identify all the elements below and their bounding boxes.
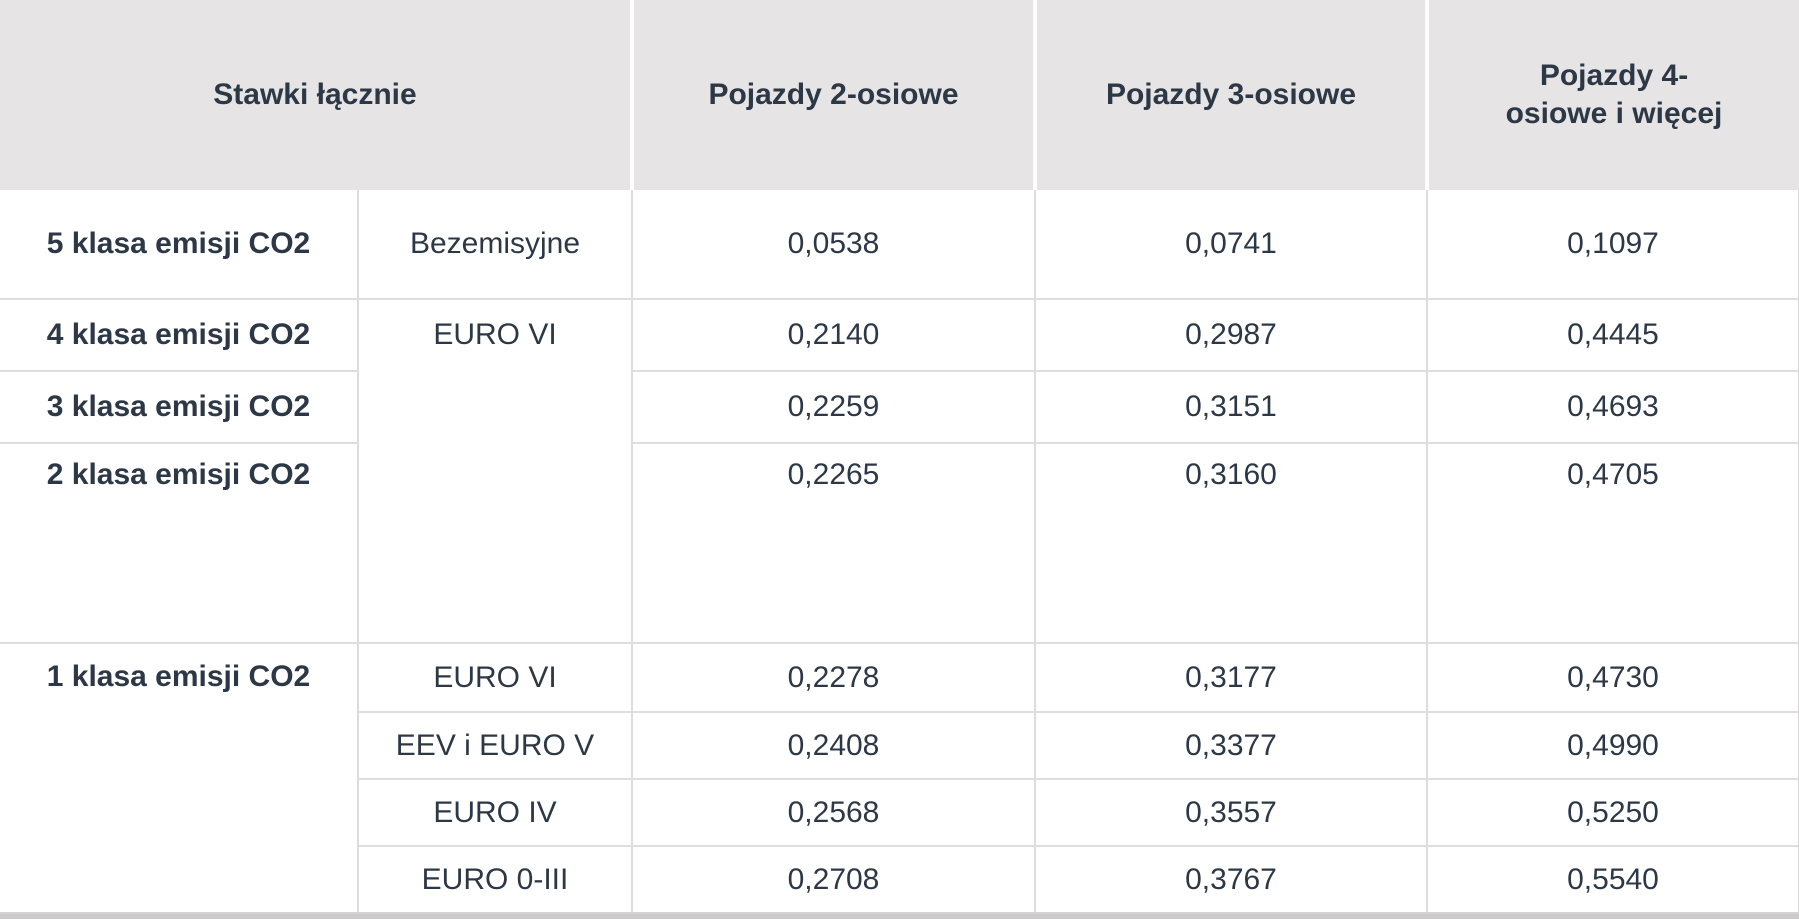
class-label-cell: 4 klasa emisji CO2 [0,299,359,372]
rate-cell-4-axle: 0,4445 [1427,299,1799,372]
rate-cell-3-axle: 0,2987 [1035,299,1428,372]
euro-class-cell: EURO VI [358,643,633,713]
table-row-klasa-4: 4 klasa emisji CO2 EURO VI 0,2140 0,2987… [0,299,1799,644]
header-pojazdy-2-osiowe: Pojazdy 2-osiowe [630,0,1035,190]
rate-cell-2-axle: 0,2259 [632,371,1036,444]
rate-cell-3-axle: 0,3160 [1035,443,1428,644]
euro-class-cell-rowspan: EURO VI [358,299,633,644]
euro-class-cell: EURO 0-III [358,846,633,914]
table-row-klasa-1-euro-0-iii: EURO 0-III 0,2708 0,3767 0,5540 [0,846,1799,914]
table-row-klasa-5: 5 klasa emisji CO2 Bezemisyjne 0,0538 0,… [0,190,1799,300]
table-row-klasa-3: 3 klasa emisji CO2 0,2259 0,3151 0,4693 [0,371,1799,444]
rate-cell-2-axle: 0,2408 [632,712,1036,780]
table-row-klasa-1-euro-iv: EURO IV 0,2568 0,3557 0,5250 [0,779,1799,847]
rate-cell-4-axle: 0,4730 [1427,643,1799,713]
rate-cell-4-axle: 0,4705 [1427,443,1799,644]
rate-cell-3-axle: 0,3177 [1035,643,1428,713]
euro-class-cell: Bezemisyjne [358,190,633,300]
rate-cell-4-axle: 0,5250 [1427,779,1799,847]
rate-cell-2-axle: 0,2140 [632,299,1036,372]
rate-cell-2-axle: 0,2278 [632,643,1036,713]
rate-cell-4-axle: 0,5540 [1427,846,1799,914]
class-label-cell: 2 klasa emisji CO2 [0,443,359,644]
table-row-klasa-1-eev-euro-v: EEV i EURO V 0,2408 0,3377 0,4990 [0,712,1799,780]
class-label-cell: 3 klasa emisji CO2 [0,371,359,444]
table-row-klasa-2: 2 klasa emisji CO2 0,2265 0,3160 0,4705 [0,443,1799,644]
rate-cell-2-axle: 0,2708 [632,846,1036,914]
rate-cell-2-axle: 0,0538 [632,190,1036,300]
header-stawki-lacznie: Stawki łącznie [0,0,632,190]
rate-cell-3-axle: 0,3151 [1035,371,1428,444]
rate-cell-2-axle: 0,2568 [632,779,1036,847]
euro-class-cell: EEV i EURO V [358,712,633,780]
table-row-klasa-1-euro-vi: 1 klasa emisji CO2 EURO VI 0,2278 0,3177… [0,643,1799,914]
rate-cell-3-axle: 0,0741 [1035,190,1428,300]
rate-cell-4-axle: 0,4990 [1427,712,1799,780]
rate-cell-3-axle: 0,3767 [1035,846,1428,914]
rate-cell-4-axle: 0,4693 [1427,371,1799,444]
euro-class-cell: EURO IV [358,779,633,847]
class-label-cell-rowspan: 1 klasa emisji CO2 [0,643,359,914]
rate-cell-2-axle: 0,2265 [632,443,1036,644]
class-label-cell: 5 klasa emisji CO2 [0,190,359,300]
header-pojazdy-4-osiowe: Pojazdy 4- osiowe i więcej [1425,0,1799,190]
header-pojazdy-3-osiowe: Pojazdy 3-osiowe [1033,0,1427,190]
rate-cell-3-axle: 0,3557 [1035,779,1428,847]
table-header-row: Stawki łącznie Pojazdy 2-osiowe Pojazdy … [0,0,1799,190]
table-bottom-border [0,914,1799,919]
rate-cell-3-axle: 0,3377 [1035,712,1428,780]
rate-cell-4-axle: 0,1097 [1427,190,1799,300]
